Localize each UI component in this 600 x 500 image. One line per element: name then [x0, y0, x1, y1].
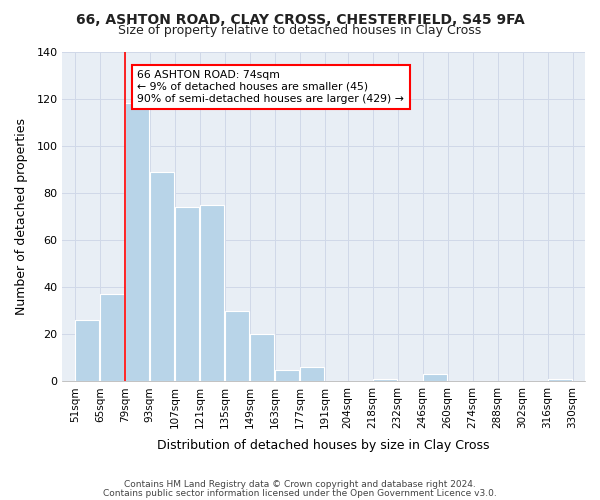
Bar	[100, 294, 124, 382]
Bar	[150, 172, 174, 382]
X-axis label: Distribution of detached houses by size in Clay Cross: Distribution of detached houses by size …	[157, 440, 490, 452]
Bar	[225, 310, 249, 382]
Bar	[300, 368, 324, 382]
Bar	[373, 379, 397, 382]
Text: Contains HM Land Registry data © Crown copyright and database right 2024.: Contains HM Land Registry data © Crown c…	[124, 480, 476, 489]
Text: 66 ASHTON ROAD: 74sqm
← 9% of detached houses are smaller (45)
90% of semi-detac: 66 ASHTON ROAD: 74sqm ← 9% of detached h…	[137, 70, 404, 104]
Bar	[250, 334, 274, 382]
Bar	[75, 320, 100, 382]
Bar	[548, 379, 572, 382]
Bar	[175, 207, 199, 382]
Text: Contains public sector information licensed under the Open Government Licence v3: Contains public sector information licen…	[103, 489, 497, 498]
Text: Size of property relative to detached houses in Clay Cross: Size of property relative to detached ho…	[118, 24, 482, 37]
Y-axis label: Number of detached properties: Number of detached properties	[15, 118, 28, 315]
Bar	[125, 104, 149, 382]
Bar	[200, 204, 224, 382]
Text: 66, ASHTON ROAD, CLAY CROSS, CHESTERFIELD, S45 9FA: 66, ASHTON ROAD, CLAY CROSS, CHESTERFIEL…	[76, 12, 524, 26]
Bar	[423, 374, 447, 382]
Bar	[275, 370, 299, 382]
